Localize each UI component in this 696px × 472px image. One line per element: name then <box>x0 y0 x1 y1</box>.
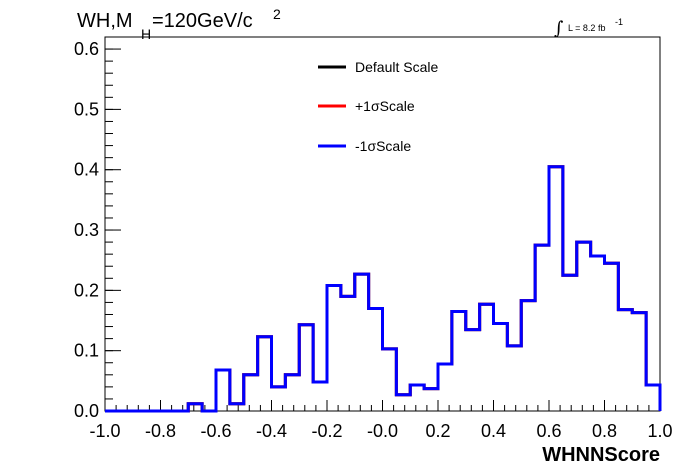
x-tick-label: 0.4 <box>481 421 506 441</box>
y-axis: 0.0 0.1 0.2 0.3 0.4 0.5 0.6 <box>74 36 121 421</box>
x-tick-label: 0.6 <box>536 421 561 441</box>
luminosity-superscript: -1 <box>615 17 623 27</box>
x-tick-label: -0.8 <box>145 421 176 441</box>
x-tick-label: 1.0 <box>647 421 672 441</box>
x-tick-label: 0.2 <box>425 421 450 441</box>
y-tick-label: 0.0 <box>74 401 99 421</box>
series-line-3 <box>105 165 662 413</box>
x-tick-label: -0.0 <box>367 421 398 441</box>
title-prefix: WH,M <box>77 10 133 32</box>
title-subscript: H <box>141 26 151 42</box>
x-tick-label: 0.8 <box>592 421 617 441</box>
series-layer <box>105 165 662 413</box>
y-tick-label: 0.5 <box>74 99 99 119</box>
x-tick-label: -0.6 <box>200 421 231 441</box>
x-tick-label: -0.4 <box>256 421 287 441</box>
legend-label: -1σScale <box>355 138 411 154</box>
legend: Default Scale +1σScale -1σScale <box>318 59 438 154</box>
legend-label: Default Scale <box>355 59 438 75</box>
x-tick-label: -1.0 <box>89 421 120 441</box>
luminosity-label: ∫ L = 8.2 fb -1 <box>554 17 623 39</box>
x-axis-label: WHNNScore <box>542 444 660 466</box>
integral-symbol: ∫ <box>554 18 564 39</box>
y-tick-label: 0.3 <box>74 220 99 240</box>
luminosity-text: L = 8.2 fb <box>568 23 605 33</box>
x-tick-label: -0.2 <box>311 421 342 441</box>
title-suffix: =120GeV/c <box>152 10 253 32</box>
x-axis: -1.0 -0.8 -0.6 -0.4 -0.2 -0.0 0.2 0.4 0.6 0.8 1.0 <box>89 400 673 441</box>
y-tick-label: 0.1 <box>74 341 99 361</box>
legend-label: +1σScale <box>355 98 415 114</box>
y-tick-label: 0.6 <box>74 39 99 59</box>
y-tick-label: 0.2 <box>74 280 99 300</box>
chart-title: WH,M H =120GeV/c 2 <box>77 6 281 42</box>
title-superscript: 2 <box>273 6 281 22</box>
y-tick-label: 0.4 <box>74 160 99 180</box>
